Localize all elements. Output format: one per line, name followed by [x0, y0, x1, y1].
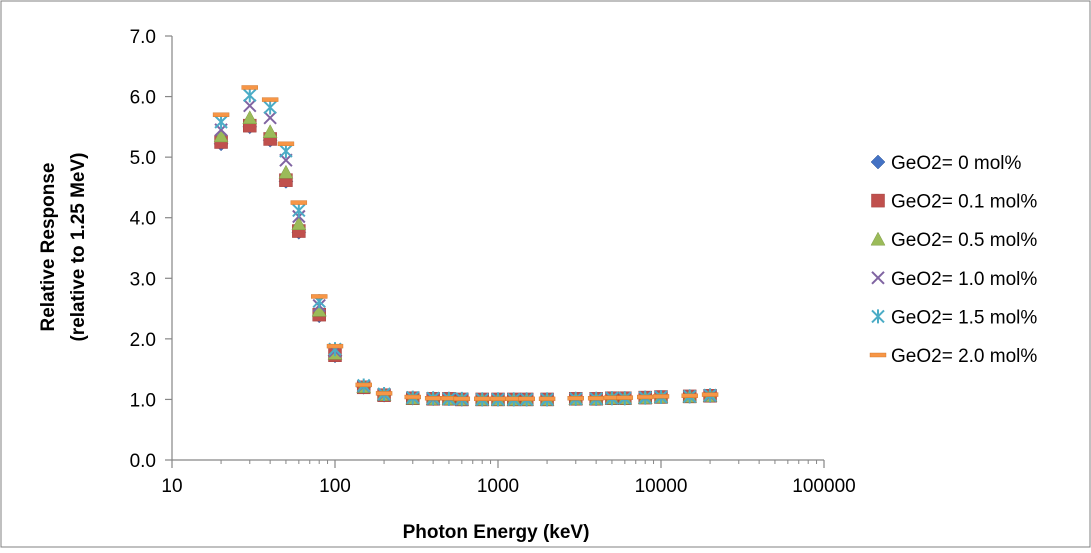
data-point — [453, 396, 471, 402]
x-tick-label: 1000 — [477, 476, 519, 497]
y-axis-title: Relative Response (relative to 1.25 MeV) — [38, 152, 89, 341]
data-point — [681, 393, 698, 398]
legend-marker — [871, 271, 885, 285]
legend-label: GeO2= 2.0 mol% — [891, 346, 1037, 367]
legend-item: GeO2= 1.0 mol% — [871, 269, 1037, 290]
legend: GeO2= 0 mol% GeO2= 0.1 mol% GeO2= 0.5 mol%… — [869, 153, 1037, 367]
legend-marker — [869, 352, 887, 358]
y-tick-label: 5.0 — [130, 148, 156, 169]
data-point — [701, 392, 719, 397]
data-point — [538, 396, 556, 402]
y-tick-label: 7.0 — [130, 27, 156, 48]
data-point — [290, 200, 308, 205]
data-point — [213, 128, 229, 143]
y-tick-label: 6.0 — [130, 88, 156, 109]
y-tick-label: 2.0 — [130, 330, 156, 351]
legend-label: GeO2= 0.5 mol% — [891, 230, 1037, 251]
y-tick-label: 1.0 — [130, 390, 156, 411]
legend-label: GeO2= 0 mol% — [891, 153, 1022, 174]
data-point — [263, 100, 277, 115]
data-point — [263, 111, 277, 125]
y-tick-label: 3.0 — [130, 269, 156, 290]
data-point — [652, 394, 670, 399]
data-point — [375, 391, 393, 396]
data-point — [424, 396, 442, 401]
legend-item: GeO2= 0.1 mol% — [871, 192, 1037, 213]
data-point — [292, 203, 306, 218]
legend-marker — [871, 193, 885, 208]
x-tick-label: 10000 — [635, 476, 688, 497]
x-tick-label: 100000 — [792, 476, 855, 497]
x-tick-label: 100 — [319, 476, 351, 497]
legend-item: GeO2= 2.0 mol% — [869, 346, 1037, 367]
data-point — [262, 124, 278, 138]
x-tick-label: 10 — [161, 476, 182, 497]
series-6 — [212, 85, 719, 402]
data-point — [326, 343, 344, 349]
data-point — [567, 396, 584, 401]
data-point — [355, 382, 372, 388]
data-point — [404, 394, 421, 400]
y-axis-ticks: 0.0 1.0 2.0 3.0 4.0 5.0 6.0 7.0 — [130, 27, 172, 472]
legend-marker — [870, 231, 886, 246]
x-axis-ticks: 10 100 1000 10000 100000 — [161, 460, 856, 497]
data-point — [587, 396, 605, 401]
y-axis-title-line-2: (relative to 1.25 MeV) — [68, 152, 89, 341]
x-axis-title: Photon Energy (keV) — [403, 522, 590, 543]
data-point — [243, 98, 257, 113]
data-point — [291, 216, 307, 231]
y-tick-label: 4.0 — [130, 209, 156, 230]
legend-item: GeO2= 1.5 mol% — [871, 307, 1037, 328]
data-point — [214, 115, 228, 130]
data-point — [518, 396, 535, 402]
data-point — [279, 144, 293, 159]
y-tick-label: 0.0 — [130, 451, 156, 472]
data-points — [212, 85, 719, 407]
data-point — [241, 85, 258, 90]
data-point — [261, 97, 279, 102]
data-point — [278, 164, 294, 179]
legend-item: GeO2= 0 mol% — [870, 153, 1022, 174]
data-point — [242, 110, 258, 125]
legend-marker — [871, 309, 885, 324]
legend-label: GeO2= 0.1 mol% — [891, 192, 1037, 213]
data-point — [277, 141, 295, 147]
data-point — [616, 395, 634, 400]
legend-item: GeO2= 0.5 mol% — [870, 230, 1037, 251]
y-axis-title-line-1: Relative Response — [38, 163, 59, 332]
legend-marker — [870, 154, 886, 170]
data-point — [637, 394, 654, 400]
data-point — [311, 294, 328, 299]
legend-label: GeO2= 1.5 mol% — [891, 307, 1037, 328]
data-point — [212, 112, 230, 117]
data-point — [489, 396, 507, 402]
legend-label: GeO2= 1.0 mol% — [891, 269, 1037, 290]
data-point — [474, 396, 491, 402]
data-point — [243, 88, 257, 103]
